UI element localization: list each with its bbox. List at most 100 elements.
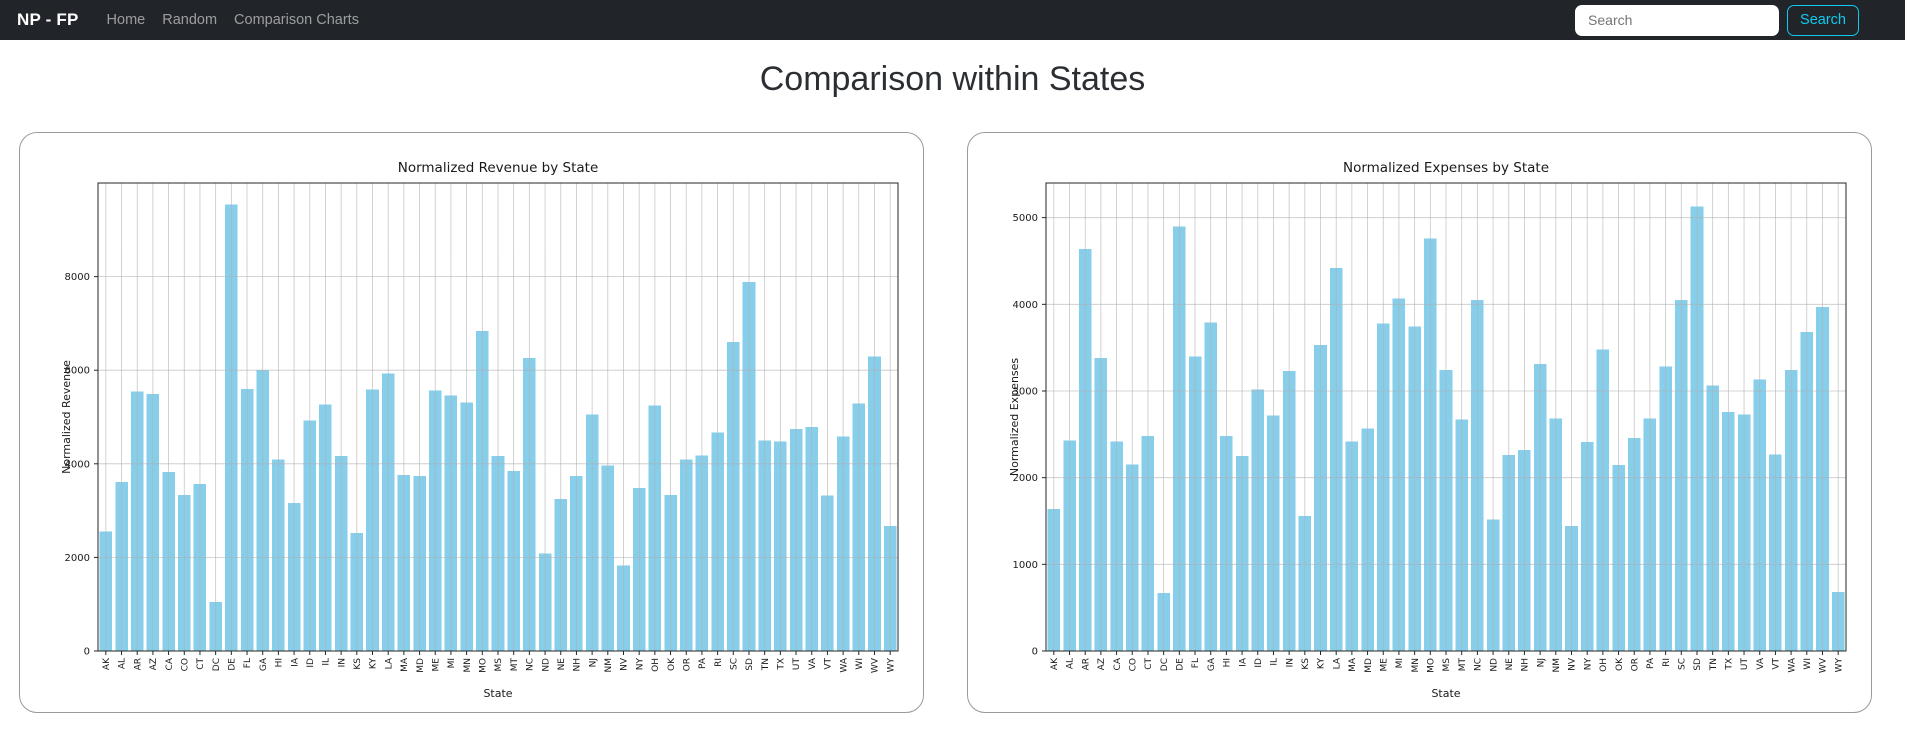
svg-text:4000: 4000 <box>1013 300 1038 311</box>
svg-text:5000: 5000 <box>1013 213 1038 224</box>
svg-text:NC: NC <box>1474 658 1484 671</box>
svg-text:AK: AK <box>102 657 112 670</box>
svg-text:NE: NE <box>1505 658 1515 671</box>
svg-text:MN: MN <box>1411 658 1421 673</box>
svg-text:Normalized Expenses: Normalized Expenses <box>1008 358 1021 477</box>
svg-text:NM: NM <box>1552 658 1562 673</box>
charts-row: 0 2000 4000 6000 8000 AK AL AR AZ CA CO CT DC DE FL GA H… <box>0 132 1905 713</box>
svg-text:Normalized Revenue: Normalized Revenue <box>60 360 73 474</box>
svg-text:CT: CT <box>196 658 206 670</box>
svg-text:IA: IA <box>1238 657 1248 667</box>
svg-text:UT: UT <box>792 658 802 671</box>
svg-text:ID: ID <box>306 658 316 668</box>
svg-text:CA: CA <box>165 657 175 670</box>
svg-text:VT: VT <box>824 657 834 669</box>
svg-text:OK: OK <box>667 657 677 671</box>
svg-text:AZ: AZ <box>1097 658 1107 670</box>
expenses-bar-chart: 0 1000 2000 3000 4000 5000 AK AL AR AZ CA CO CT DC DE F… <box>1008 160 1847 700</box>
svg-text:WV: WV <box>1819 657 1829 673</box>
svg-text:LA: LA <box>1332 657 1342 669</box>
svg-text:3000: 3000 <box>1013 387 1038 398</box>
search-form: Search <box>1575 4 1859 36</box>
svg-text:MS: MS <box>494 658 504 672</box>
svg-text:UT: UT <box>1740 658 1750 671</box>
svg-text:HI: HI <box>1223 658 1233 667</box>
search-input[interactable] <box>1575 4 1780 36</box>
svg-text:VA: VA <box>808 657 818 670</box>
svg-text:NE: NE <box>557 658 567 671</box>
svg-text:CT: CT <box>1144 658 1154 670</box>
svg-text:CO: CO <box>180 658 190 671</box>
svg-text:WY: WY <box>886 658 896 673</box>
svg-text:NM: NM <box>604 658 614 673</box>
svg-text:NC: NC <box>526 658 536 671</box>
svg-text:AL: AL <box>118 658 128 669</box>
svg-text:SD: SD <box>745 658 755 671</box>
svg-text:MA: MA <box>1348 657 1358 672</box>
svg-text:HI: HI <box>275 658 285 667</box>
svg-text:KY: KY <box>1317 658 1327 670</box>
svg-text:DC: DC <box>1160 658 1170 671</box>
svg-text:ND: ND <box>1489 658 1499 672</box>
search-button[interactable]: Search <box>1787 4 1859 36</box>
svg-text:OK: OK <box>1615 657 1625 671</box>
svg-text:VT: VT <box>1772 657 1782 669</box>
svg-text:MD: MD <box>1364 658 1374 673</box>
svg-text:IL: IL <box>322 658 332 666</box>
svg-text:ME: ME <box>431 658 441 672</box>
svg-text:WA: WA <box>839 657 849 672</box>
revenue-bar-chart: 0 2000 4000 6000 8000 AK AL AR AZ CA CO CT DC DE FL GA H… <box>60 160 899 700</box>
svg-text:AR: AR <box>133 658 143 670</box>
svg-text:4000: 4000 <box>65 459 90 470</box>
svg-text:GA: GA <box>1207 657 1217 671</box>
svg-text:2000: 2000 <box>1013 473 1038 484</box>
svg-text:MT: MT <box>1458 658 1468 672</box>
svg-text:0: 0 <box>1032 647 1038 658</box>
svg-text:MO: MO <box>479 658 489 673</box>
svg-text:CO: CO <box>1128 658 1138 671</box>
svg-text:KS: KS <box>1301 658 1311 670</box>
svg-text:ND: ND <box>541 658 551 672</box>
svg-text:WA: WA <box>1787 657 1797 672</box>
svg-text:MI: MI <box>447 658 457 668</box>
nav-item-random[interactable]: Random <box>162 12 218 28</box>
svg-text:MI: MI <box>1395 658 1405 668</box>
svg-text:KS: KS <box>353 658 363 670</box>
svg-text:NH: NH <box>1521 658 1531 672</box>
svg-text:ME: ME <box>1379 658 1389 672</box>
svg-text:FL: FL <box>1191 658 1201 668</box>
brand-logo[interactable]: NP - FP <box>17 10 79 29</box>
svg-text:Normalized Revenue by State: Normalized Revenue by State <box>398 160 599 176</box>
svg-text:CA: CA <box>1113 657 1123 670</box>
svg-text:NJ: NJ <box>1536 658 1546 667</box>
svg-text:MO: MO <box>1427 658 1437 673</box>
svg-text:TX: TX <box>777 658 787 671</box>
svg-text:WV: WV <box>871 657 881 673</box>
revenue-chart-card: 0 2000 4000 6000 8000 AK AL AR AZ CA CO CT DC DE FL GA H… <box>19 132 924 713</box>
svg-text:MS: MS <box>1442 658 1452 672</box>
svg-text:IN: IN <box>1285 658 1295 667</box>
svg-text:OR: OR <box>1630 658 1640 671</box>
svg-text:IA: IA <box>290 657 300 667</box>
page-title: Comparison within States <box>759 60 1146 98</box>
svg-text:DE: DE <box>1176 658 1186 671</box>
svg-text:NJ: NJ <box>588 658 598 667</box>
svg-text:ID: ID <box>1254 658 1264 668</box>
svg-text:NY: NY <box>1583 658 1593 671</box>
svg-text:IL: IL <box>1270 658 1280 666</box>
svg-text:OR: OR <box>682 658 692 671</box>
svg-text:GA: GA <box>259 657 269 671</box>
svg-text:Normalized Expenses by State: Normalized Expenses by State <box>1343 160 1549 176</box>
svg-text:AL: AL <box>1066 658 1076 669</box>
svg-text:AZ: AZ <box>149 658 159 670</box>
svg-text:NV: NV <box>620 657 630 671</box>
svg-text:MN: MN <box>463 658 473 673</box>
svg-text:KY: KY <box>369 658 379 670</box>
navbar: NP - FP Home Random Comparison Charts Se… <box>0 0 1905 40</box>
svg-text:MA: MA <box>400 657 410 672</box>
svg-text:State: State <box>483 687 512 700</box>
svg-text:NY: NY <box>635 658 645 671</box>
svg-text:WI: WI <box>1803 658 1813 670</box>
nav-item-home[interactable]: Home <box>106 12 146 28</box>
nav-item-comparison-charts[interactable]: Comparison Charts <box>234 12 359 28</box>
